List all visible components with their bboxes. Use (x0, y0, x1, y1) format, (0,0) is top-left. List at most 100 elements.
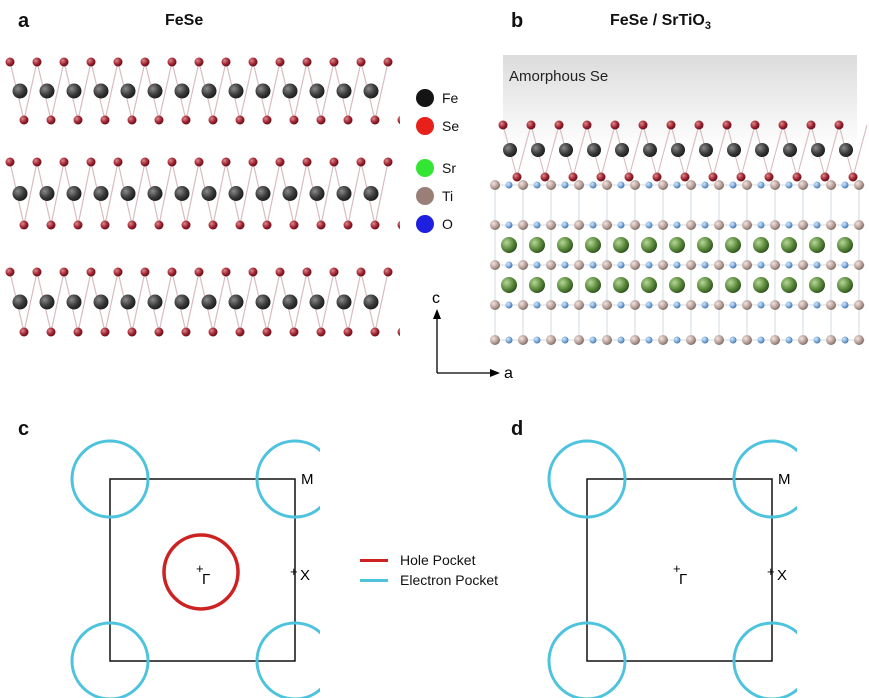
ti-atom (826, 335, 836, 345)
ti-atom (742, 220, 752, 230)
o-atom (589, 261, 597, 269)
fese-layer-middle-fe-atom (12, 186, 28, 201)
x-plus-d: + (767, 564, 775, 579)
ti-atom (826, 180, 836, 190)
fese-layer-top-bond (158, 61, 173, 121)
fese-layer-top-se-atom (370, 115, 380, 125)
fese-structure (5, 57, 400, 337)
fese-film-bond (628, 124, 644, 178)
sr-atom (557, 277, 573, 293)
electron-pocket-tr-d (732, 439, 797, 519)
ti-atom (630, 220, 640, 230)
fese-layer-top-se-atom (113, 57, 123, 67)
ti-atom (574, 220, 584, 230)
fese-layer-top-se-atom (397, 115, 400, 125)
fese-layer-middle (5, 157, 400, 230)
panel-a-letter: a (18, 10, 30, 32)
sr-atom (725, 277, 741, 293)
fese-layer-top-se-atom (248, 57, 258, 67)
fese-layer-top-fe-atom (12, 83, 28, 99)
fese-layer-middle-bond (239, 161, 254, 226)
fese-film-se-atom (498, 120, 508, 130)
fese-layer-middle-fe-atom (363, 186, 379, 201)
ti-atom (826, 300, 836, 310)
o-atom (785, 336, 793, 344)
ti-atom (742, 300, 752, 310)
fese-layer-top-se-atom (127, 115, 137, 125)
fese-film-fe-atom (755, 143, 769, 157)
fese-layer-middle-se-atom (275, 157, 285, 167)
o-atom (701, 336, 709, 344)
brillouin-zone-d: + Γ + X M (547, 439, 797, 698)
electron-pocket-bl-c (70, 621, 150, 698)
fese-layer-top-fe-atom (228, 83, 244, 99)
panel-d-letter: d (511, 418, 524, 440)
fese-film-bond (768, 124, 784, 178)
m-label-d: M (778, 471, 791, 488)
fese-layer-middle-se-atom (397, 220, 400, 230)
fese-layer-bottom-se-atom (194, 267, 204, 277)
fese-layer-middle-bond (50, 161, 65, 226)
fese-layer-bottom-se-atom (32, 267, 42, 277)
fese-layer-middle-bond (266, 161, 281, 226)
o-atom (589, 336, 597, 344)
fese-layer-bottom-se-atom (19, 327, 29, 337)
sr-atom (837, 277, 853, 293)
ti-atom (770, 180, 780, 190)
fese-layer-middle-se-atom (194, 157, 204, 167)
sr-atom (669, 237, 685, 253)
ti-atom (602, 300, 612, 310)
fese-layer-middle-se-atom (127, 220, 137, 230)
o-atom (505, 181, 513, 189)
ti-atom (714, 220, 724, 230)
fese-film-se-atom (638, 120, 648, 130)
fese-layer-middle-se-atom (329, 157, 339, 167)
fese-film-bond (656, 124, 672, 178)
fese-film-se-atom (680, 172, 690, 182)
fese-layer-middle-se-atom (19, 220, 29, 230)
ti-atom (714, 335, 724, 345)
fese-film-se-atom (834, 120, 844, 130)
ti-atom (518, 180, 528, 190)
fese-layer-bottom-se-atom (127, 327, 137, 337)
ti-atom (546, 220, 556, 230)
fese-layer-middle-se-atom (343, 220, 353, 230)
fese-layer-middle-fe-atom (336, 186, 352, 201)
ti-atom (574, 335, 584, 345)
fese-layer-top-se-atom (32, 57, 42, 67)
fese-layer-middle-se-atom (302, 157, 312, 167)
o-atom (841, 261, 849, 269)
fese-layer-top-se-atom (329, 57, 339, 67)
fese-layer-middle-se-atom (100, 220, 110, 230)
atom-label-ti: Ti (442, 188, 454, 204)
ti-atom (658, 300, 668, 310)
fese-layer-top-se-atom (383, 57, 393, 67)
o-atom (729, 181, 737, 189)
fese-layer-bottom-fe-atom (120, 294, 136, 310)
ti-atom (490, 335, 500, 345)
fese-layer-top-bond (23, 61, 38, 121)
o-atom (673, 301, 681, 309)
fese-film-bond (796, 124, 812, 178)
fese-layer-middle-se-atom (370, 220, 380, 230)
fese-layer-bottom-fe-atom (336, 294, 352, 310)
fese-layer-bottom-fe-atom (39, 294, 55, 310)
srtio3-substrate (490, 180, 865, 345)
o-atom (645, 336, 653, 344)
atom-legend-sr: Sr (416, 158, 456, 178)
fese-film-fe-atom (587, 143, 601, 157)
fese-layer-middle-se-atom (167, 157, 177, 167)
fese-layer-bottom-bond (374, 271, 389, 333)
fese-layer-top-se-atom (86, 57, 96, 67)
fese-layer-top-bond (131, 61, 146, 121)
o-atom (645, 181, 653, 189)
fese-layer-middle-se-atom (181, 220, 191, 230)
ti-atom (798, 300, 808, 310)
fese-layer-middle-se-atom (221, 157, 231, 167)
fese-layer-top-se-atom (181, 115, 191, 125)
panel-b-title: FeSe / SrTiO3 (610, 12, 711, 32)
o-atom (813, 301, 821, 309)
fese-film-se-atom (610, 120, 620, 130)
sr-atom (809, 277, 825, 293)
fese-film-bond (684, 124, 700, 178)
